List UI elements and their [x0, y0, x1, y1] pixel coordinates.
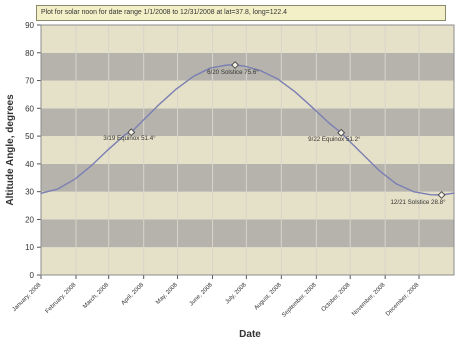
x-tick-label: April, 2008 — [121, 282, 146, 307]
y-tick-label: 50 — [25, 132, 34, 141]
band-30-40 — [41, 163, 454, 192]
annotation-label: 6/20 Solstice 75.6° — [207, 69, 259, 76]
x-tick-label: June, 2008 — [189, 282, 215, 308]
y-tick-label: 60 — [25, 104, 34, 113]
annotation-label: 12/21 Solstice 28.8° — [390, 199, 446, 206]
chart-title: Plot for solar noon for date range 1/1/2… — [36, 5, 446, 21]
annotation-label: 9/22 Equinox 51.2° — [308, 136, 361, 143]
annotation-marker-2 — [337, 128, 346, 137]
band-10-20 — [41, 219, 454, 248]
y-tick-label: 80 — [25, 49, 34, 58]
x-tick-label: November, 2008 — [351, 282, 387, 318]
x-tick-label: December, 2008 — [385, 282, 421, 318]
x-tick-label: May, 2008 — [155, 282, 179, 306]
y-tick-label: 20 — [25, 215, 34, 224]
band-50-60 — [41, 108, 454, 137]
band-60-70 — [41, 80, 454, 109]
altitude-series-line — [40, 64, 455, 196]
x-tick-label: July, 2008 — [225, 282, 249, 306]
x-axis-label: Date — [239, 329, 261, 340]
y-tick-label: 70 — [25, 77, 34, 86]
y-tick-label: 40 — [25, 160, 34, 169]
annotation-marker-0 — [127, 128, 136, 137]
x-tick-label: March, 2008 — [82, 282, 110, 310]
y-tick-label: 0 — [30, 271, 35, 280]
y-tick-label: 90 — [25, 21, 34, 30]
annotation-marker-1 — [231, 61, 240, 69]
x-tick-label: October, 2008 — [321, 282, 352, 313]
y-tick-label: 10 — [25, 243, 34, 252]
series-layer — [40, 64, 455, 196]
band-80-90 — [41, 25, 454, 53]
annotation-marker-3 — [437, 191, 446, 199]
x-tick-label: September, 2008 — [281, 282, 318, 319]
x-tick-label: January, 2008 — [12, 282, 43, 313]
x-tick-label: August, 2008 — [254, 282, 284, 312]
y-tick-label: 30 — [25, 188, 34, 197]
plot-bands — [41, 25, 454, 275]
y-axis-label: Altitude Angle, degrees — [5, 94, 16, 206]
axes — [37, 24, 455, 279]
annotation-markers: 3/19 Equinox 51.4° 6/20 Solstice 75.6° 9/2… — [103, 61, 446, 206]
annotation-label: 3/19 Equinox 51.4° — [103, 135, 156, 142]
band-0-10 — [41, 247, 454, 275]
x-tick-label: February, 2008 — [45, 282, 78, 315]
plot-border — [40, 24, 455, 276]
